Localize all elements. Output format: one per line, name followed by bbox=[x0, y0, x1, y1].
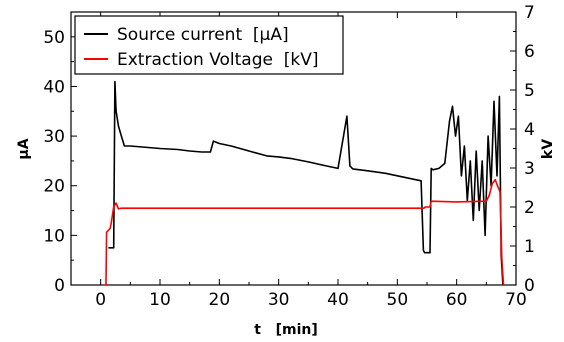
x-tick-label: 20 bbox=[209, 290, 231, 310]
y-right-tick-label: 6 bbox=[524, 42, 535, 62]
y-right-tick-label: 7 bbox=[524, 3, 535, 23]
x-tick-label: 0 bbox=[95, 290, 106, 310]
y-right-tick-label: 2 bbox=[524, 198, 535, 218]
x-tick-label: 50 bbox=[387, 290, 409, 310]
x-tick-label: 10 bbox=[149, 290, 171, 310]
y-right-tick-label: 3 bbox=[524, 159, 535, 179]
y-right-tick-label: 1 bbox=[524, 237, 535, 257]
y-left-tick-label: 30 bbox=[43, 127, 65, 147]
legend: Source current [µA] Extraction Voltage [… bbox=[74, 15, 344, 75]
y-left-tick-label: 40 bbox=[43, 77, 65, 97]
x-tick-label: 30 bbox=[268, 290, 290, 310]
x-axis-label: t [min] bbox=[254, 322, 317, 338]
x-tick-label: 70 bbox=[505, 290, 527, 310]
y-right-tick-label: 4 bbox=[524, 120, 535, 140]
y-left-tick-label: 10 bbox=[43, 226, 65, 246]
y-left-tick-label: 50 bbox=[43, 28, 65, 48]
x-tick-label: 40 bbox=[327, 290, 349, 310]
legend-label-source-current: Source current [µA] bbox=[117, 25, 289, 45]
x-tick-label: 60 bbox=[446, 290, 468, 310]
legend-box bbox=[74, 15, 344, 75]
y-right-tick-label: 0 bbox=[524, 276, 535, 296]
y-left-tick-label: 0 bbox=[54, 276, 65, 296]
y-right-tick-label: 5 bbox=[524, 81, 535, 101]
y-axis-label-left: µA bbox=[16, 138, 32, 159]
series-line-extraction-voltage bbox=[104, 178, 505, 286]
y-axis-label-right: kV bbox=[540, 139, 556, 159]
legend-label-extraction-voltage: Extraction Voltage [kV] bbox=[117, 50, 319, 70]
y-left-tick-label: 20 bbox=[43, 177, 65, 197]
series-line-source-current bbox=[108, 80, 504, 286]
